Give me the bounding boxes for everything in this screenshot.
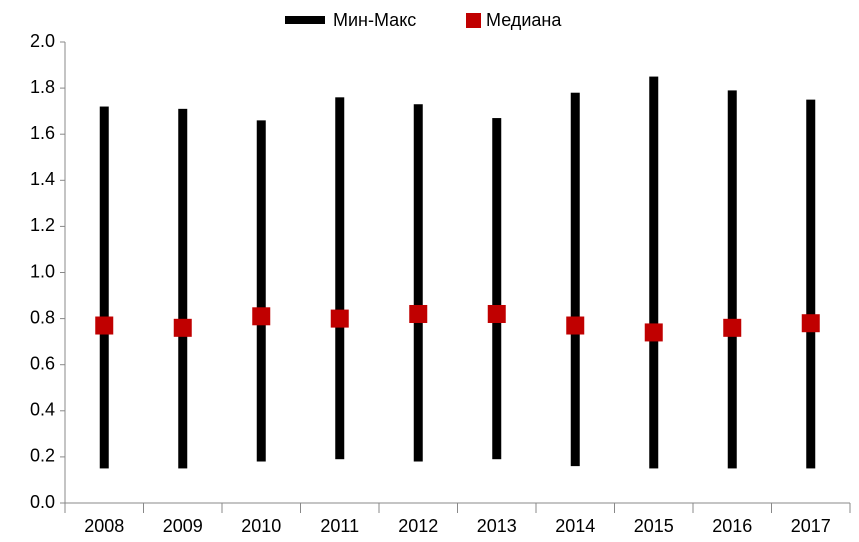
y-tick-label: 0.2 <box>30 446 55 466</box>
x-tick-label: 2008 <box>84 516 124 536</box>
legend-label: Медиана <box>486 10 562 30</box>
x-tick-label: 2012 <box>398 516 438 536</box>
legend-swatch <box>285 16 325 24</box>
range-bar <box>256 120 266 462</box>
median-marker <box>801 314 820 333</box>
median-marker <box>252 307 271 326</box>
legend-swatch <box>466 13 481 28</box>
range-bar <box>99 106 109 469</box>
range-bar <box>178 108 188 469</box>
range-bar <box>335 97 345 460</box>
y-tick-label: 1.2 <box>30 215 55 235</box>
median-marker <box>644 323 663 342</box>
range-bar <box>570 92 580 467</box>
range-bar <box>806 99 816 469</box>
y-tick-label: 2.0 <box>30 31 55 51</box>
x-tick-label: 2013 <box>477 516 517 536</box>
x-tick-label: 2010 <box>241 516 281 536</box>
median-marker <box>723 318 742 337</box>
y-tick-label: 0.8 <box>30 307 55 327</box>
y-tick-label: 0.4 <box>30 400 55 420</box>
x-tick-label: 2014 <box>555 516 595 536</box>
legend-label: Мин-Макс <box>333 10 416 30</box>
median-marker <box>173 318 192 337</box>
y-tick-label: 0.6 <box>30 353 55 373</box>
x-tick-label: 2016 <box>712 516 752 536</box>
range-bar <box>649 76 659 469</box>
y-tick-label: 1.8 <box>30 77 55 97</box>
median-marker <box>330 309 349 328</box>
y-tick-label: 0.0 <box>30 492 55 512</box>
median-marker <box>487 304 506 323</box>
y-tick-label: 1.6 <box>30 123 55 143</box>
x-tick-label: 2017 <box>791 516 831 536</box>
x-tick-label: 2015 <box>634 516 674 536</box>
range-bar <box>492 118 502 460</box>
median-marker <box>409 304 428 323</box>
range-bar <box>413 104 423 462</box>
y-tick-label: 1.0 <box>30 261 55 281</box>
median-marker <box>566 316 585 335</box>
x-tick-label: 2011 <box>320 516 359 536</box>
x-tick-label: 2009 <box>163 516 203 536</box>
range-bar <box>727 90 737 469</box>
y-tick-label: 1.4 <box>30 169 55 189</box>
median-marker <box>95 316 114 335</box>
